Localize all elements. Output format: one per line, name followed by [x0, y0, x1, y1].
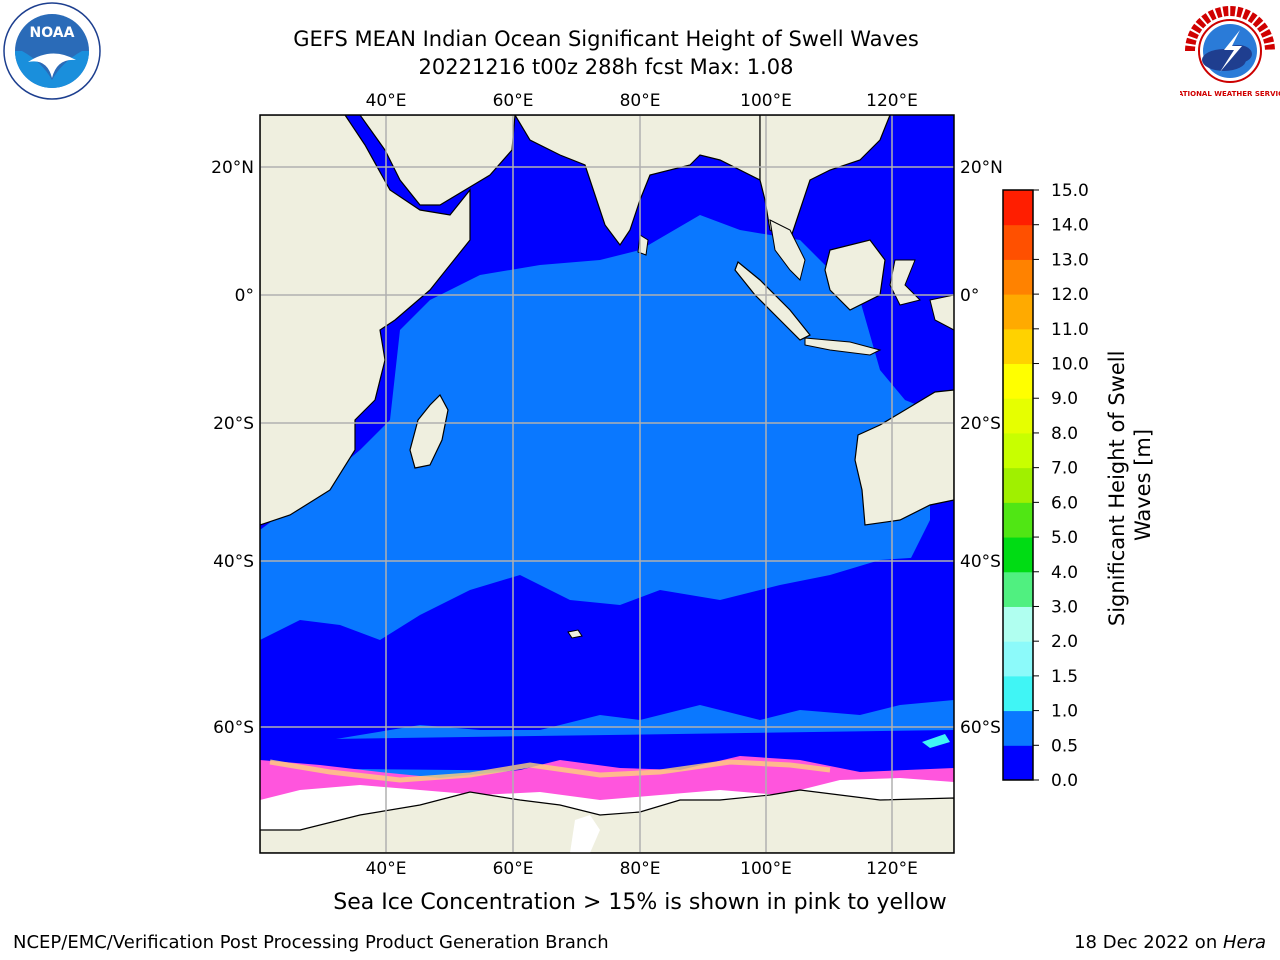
- colorbar-bin: [1003, 398, 1033, 434]
- colorbar-bin: [1003, 467, 1033, 503]
- colorbar-label: Significant Height of Swell Waves [m]: [1105, 344, 1155, 626]
- colorbar-frame: [1002, 189, 1034, 781]
- lat-label-right: 20°N: [960, 158, 1003, 178]
- colorbar-tick-label: 0.0: [1051, 771, 1078, 791]
- colorbar-bin: [1003, 502, 1033, 538]
- colorbar-bin: [1003, 606, 1033, 642]
- lon-labels-bottom: 40°E 60°E 80°E 100°E 120°E: [366, 859, 918, 879]
- colorbar-tick-label: 9.0: [1051, 389, 1078, 409]
- madagascar-land: [409, 394, 449, 469]
- colorbar-tick-label: 2.0: [1051, 632, 1078, 652]
- nws-logo-text: NATIONAL WEATHER SERVICE: [1180, 90, 1280, 98]
- nws-logo-icon: NATIONAL WEATHER SERVICE: [1172, 4, 1280, 98]
- colorbar-tick-label: 8.0: [1051, 424, 1078, 444]
- lon-label-bottom: 120°E: [866, 859, 918, 879]
- borneo-land: [824, 239, 886, 311]
- lat-label-left: 20°S: [213, 414, 254, 434]
- colorbar-tick-label: 12.0: [1051, 285, 1089, 305]
- lat-label-right: 40°S: [960, 552, 1001, 572]
- colorbar-tick-label: 6.0: [1051, 493, 1078, 513]
- lon-label-bottom: 40°E: [366, 859, 407, 879]
- lon-label-top: 100°E: [740, 91, 792, 111]
- colorbar-tick-label: 11.0: [1051, 320, 1089, 340]
- colorbar-bin: [1003, 294, 1033, 330]
- colorbar-tick-label: 5.0: [1051, 528, 1078, 548]
- colorbar-tick-label: 0.5: [1051, 736, 1078, 756]
- lat-label-left: 0°: [235, 286, 254, 306]
- lat-label-left: 20°N: [211, 158, 254, 178]
- colorbar-tick-label: 1.5: [1051, 667, 1078, 687]
- chart-subtitle: 20221216 t00z 288h fcst Max: 1.08: [418, 55, 794, 79]
- chart-title: GEFS MEAN Indian Ocean Significant Heigh…: [293, 27, 919, 51]
- lat-label-left: 60°S: [213, 718, 254, 738]
- lat-label-right: 20°S: [960, 414, 1001, 434]
- lat-labels-left: 20°N 0° 20°S 40°S 60°S: [211, 158, 254, 738]
- colorbar-bin: [1003, 328, 1033, 365]
- map-area: [260, 115, 954, 853]
- footer-host: Hera: [1222, 932, 1266, 953]
- lon-label-bottom: 80°E: [620, 859, 661, 879]
- southeast-asia-land: [759, 115, 891, 241]
- colorbar-bin: [1003, 259, 1033, 295]
- colorbar-tick-label: 15.0: [1051, 181, 1089, 201]
- colorbar-tick-label: 10.0: [1051, 355, 1089, 375]
- lat-label-right: 60°S: [960, 718, 1001, 738]
- india-land: [514, 115, 761, 247]
- lon-label-top: 80°E: [620, 91, 661, 111]
- colorbar-bin: [1003, 363, 1033, 399]
- nws-logo: NATIONAL WEATHER SERVICE: [1172, 2, 1280, 100]
- colorbar-tick-label: 14.0: [1051, 216, 1089, 236]
- map-gridlines: [260, 115, 954, 853]
- colorbar-bin: [1003, 537, 1033, 573]
- colorbar-tick-label: 4.0: [1051, 563, 1078, 583]
- noaa-logo-text: NOAA: [30, 25, 75, 41]
- colorbar: [1002, 189, 1034, 781]
- colorbar-bin: [1003, 432, 1033, 469]
- map-frame: [259, 114, 955, 854]
- ocean-low-south: [260, 555, 954, 745]
- colorbar-tick-label: 3.0: [1051, 597, 1078, 617]
- lat-labels-right: 20°N 0° 20°S 40°S 60°S: [960, 158, 1003, 738]
- colorbar-bin: [1003, 190, 1033, 226]
- colorbar-bin: [1003, 710, 1033, 746]
- footer-date: 18 Dec 2022 on Hera: [1074, 932, 1266, 953]
- lon-label-bottom: 100°E: [740, 859, 792, 879]
- colorbar-bin: [1003, 641, 1033, 677]
- colorbar-bin: [1003, 224, 1033, 260]
- lon-label-top: 60°E: [493, 91, 534, 111]
- lat-label-right: 0°: [960, 286, 979, 306]
- colorbar-bin: [1003, 571, 1033, 607]
- noaa-logo-icon: NOAA: [3, 2, 101, 100]
- sumatra-land: [734, 261, 811, 341]
- colorbar-ticks: 0.0 0.5 1.0 1.5 2.0 3.0 4.0 5.0 6.0 7.0 8.0 9.0 10.0…: [1033, 181, 1089, 791]
- lat-label-left: 40°S: [213, 552, 254, 572]
- colorbar-bin: [1003, 675, 1033, 712]
- lon-label-top: 120°E: [866, 91, 918, 111]
- lon-label-top: 40°E: [366, 91, 407, 111]
- lon-labels-top: 40°E 60°E 80°E 100°E 120°E: [366, 91, 918, 111]
- colorbar-tick-label: 13.0: [1051, 250, 1089, 270]
- colorbar-tick-label: 1.0: [1051, 702, 1078, 722]
- noaa-logo: NOAA: [2, 2, 102, 100]
- lon-label-bottom: 60°E: [493, 859, 534, 879]
- footer-credit: NCEP/EMC/Verification Post Processing Pr…: [13, 932, 609, 953]
- colorbar-bin: [1003, 745, 1033, 781]
- footer-date-text: 18 Dec 2022 on: [1074, 932, 1223, 953]
- colorbar-tick-label: 7.0: [1051, 459, 1078, 479]
- sea-ice-caption: Sea Ice Concentration > 15% is shown in …: [333, 890, 947, 915]
